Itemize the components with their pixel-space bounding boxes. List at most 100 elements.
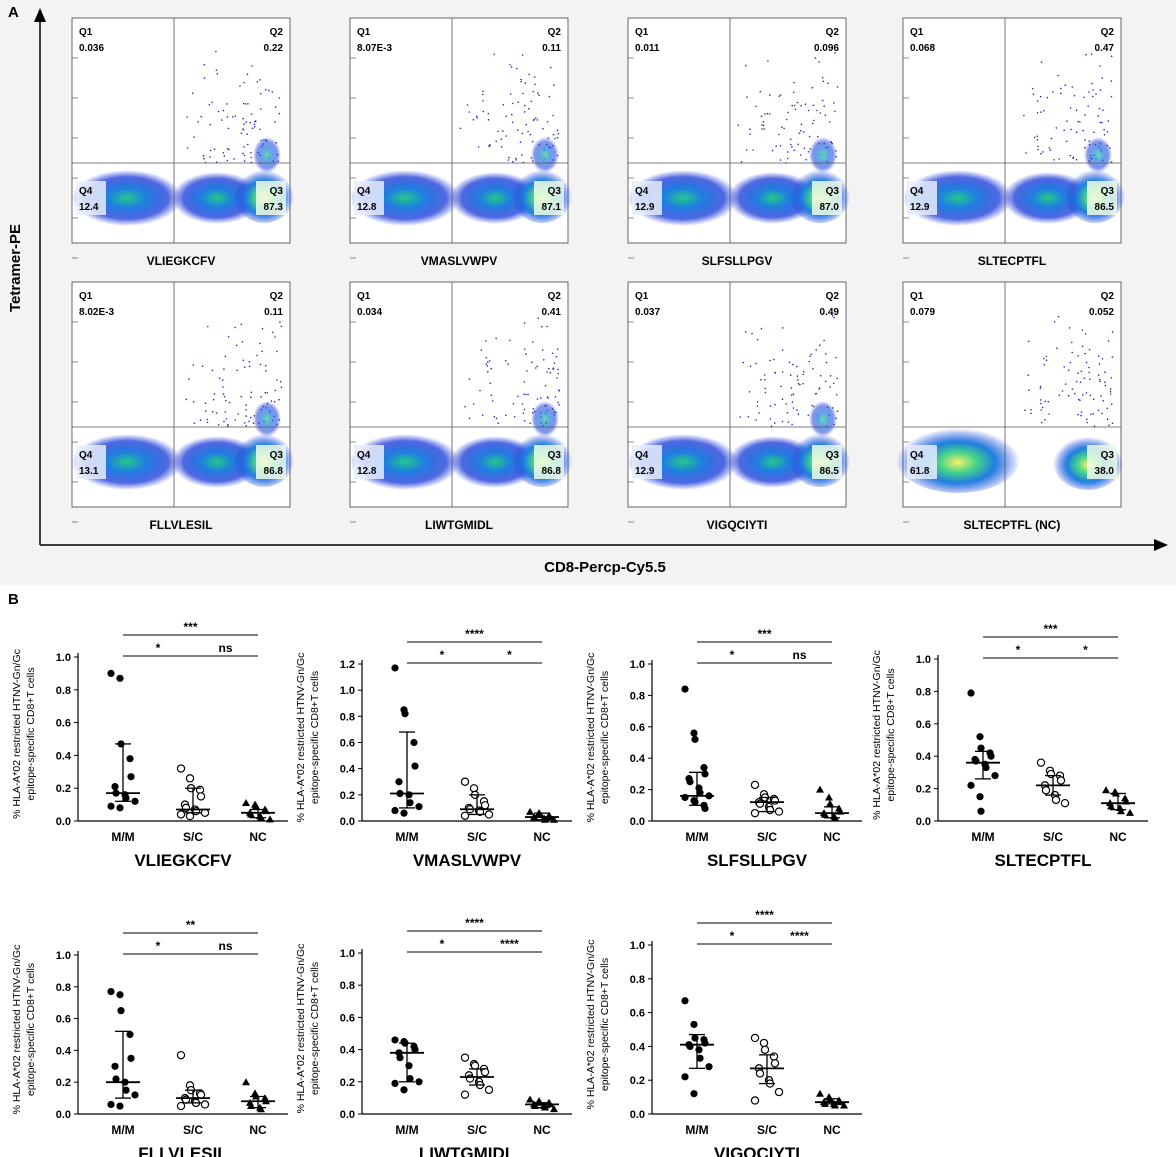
data-point xyxy=(750,808,760,818)
dot-chart: % HLA-A*02 restricted HTNV-Gn/Gc epitope-… xyxy=(585,627,862,870)
event-dot xyxy=(1053,321,1056,323)
data-point xyxy=(200,1100,210,1109)
q3-label-box xyxy=(534,181,564,215)
data-point xyxy=(126,755,134,763)
event-dot xyxy=(500,146,503,148)
event-dot xyxy=(1101,121,1103,124)
y-axis-label: % HLA-A*02 restricted HTNV-Gn/Gc xyxy=(871,650,883,820)
significance-label: **** xyxy=(790,929,809,943)
event-dot xyxy=(260,396,262,398)
event-dot xyxy=(1071,86,1074,88)
event-dot xyxy=(781,420,784,423)
event-dot xyxy=(1110,55,1113,58)
event-dot xyxy=(739,416,742,418)
event-dot xyxy=(1048,413,1050,415)
event-dot xyxy=(250,156,252,159)
event-dot xyxy=(1080,370,1083,373)
event-dot xyxy=(193,136,195,138)
q2-value: 0.11 xyxy=(264,307,283,318)
data-point xyxy=(987,752,995,760)
event-dot xyxy=(793,104,796,107)
event-dot xyxy=(799,383,801,386)
data-point xyxy=(755,1069,765,1078)
event-dot xyxy=(1023,114,1025,117)
q3-value: 87.0 xyxy=(820,202,840,213)
event-dot xyxy=(1099,121,1102,124)
event-dot xyxy=(835,356,837,359)
event-dot xyxy=(246,73,249,75)
category-label: S/C xyxy=(183,1123,203,1137)
event-dot xyxy=(1069,361,1072,364)
q1-value: 8.02E-3 xyxy=(79,307,114,318)
event-dot xyxy=(1110,161,1113,163)
y-tick-label: 0.0 xyxy=(56,816,71,828)
event-dot xyxy=(253,126,256,128)
event-dot xyxy=(558,404,560,406)
data-point xyxy=(391,1036,399,1044)
event-dot xyxy=(211,101,213,104)
data-point xyxy=(116,674,124,682)
y-axis-label: % HLA-A*02 restricted HTNV-Gn/Gc xyxy=(11,945,23,1115)
chart-title: SLTECPTFL xyxy=(995,851,1092,870)
event-dot xyxy=(507,363,509,365)
q1-value: 0.079 xyxy=(910,307,935,318)
data-point xyxy=(465,1074,475,1083)
event-dot xyxy=(1098,107,1101,110)
event-dot xyxy=(186,147,189,149)
event-dot xyxy=(793,149,796,152)
data-point xyxy=(760,1045,770,1054)
data-point xyxy=(406,799,414,807)
event-dot xyxy=(773,358,775,361)
event-dot xyxy=(1072,157,1074,160)
event-dot xyxy=(1037,148,1039,151)
tetramer-positive-tail xyxy=(809,137,837,173)
event-dot xyxy=(1097,374,1100,376)
event-dot xyxy=(227,336,230,338)
event-dot xyxy=(259,79,261,81)
y-tick-label: 0.8 xyxy=(630,690,645,702)
flow-plot-title: FLLVLESIL xyxy=(149,518,212,532)
event-dot xyxy=(243,154,246,157)
q2-label: Q2 xyxy=(548,291,562,302)
tetramer-positive-tail xyxy=(253,137,281,173)
event-dot xyxy=(778,133,780,136)
event-dot xyxy=(223,368,225,370)
event-dot xyxy=(521,154,523,156)
event-dot xyxy=(247,143,249,146)
data-point xyxy=(415,803,423,811)
data-point xyxy=(460,1090,470,1099)
event-dot xyxy=(1039,95,1042,98)
event-dot xyxy=(546,371,548,373)
event-dot xyxy=(749,133,751,136)
event-dot xyxy=(491,400,494,402)
event-dot xyxy=(274,106,277,108)
event-dot xyxy=(821,76,824,79)
category-label: S/C xyxy=(183,830,203,844)
flow-plot-title: SLTECPTFL xyxy=(978,254,1046,268)
data-point xyxy=(116,991,124,999)
data-point xyxy=(1126,808,1134,816)
event-dot xyxy=(825,361,828,364)
event-dot xyxy=(1074,392,1076,395)
event-dot xyxy=(829,375,832,377)
event-dot xyxy=(227,423,229,426)
event-dot xyxy=(1058,158,1060,160)
flow-plot-title: SLTECPTFL (NC) xyxy=(964,518,1061,532)
event-dot xyxy=(836,86,839,88)
event-dot xyxy=(259,342,261,345)
event-dot xyxy=(811,404,813,407)
y-tick-label: 1.0 xyxy=(340,948,355,960)
event-dot xyxy=(1095,93,1097,95)
event-dot xyxy=(261,350,263,353)
event-dot xyxy=(1077,355,1079,357)
flow-plot: Q1 0.037 Q2 0.49 Q4 12.9 Q3 86.5 VIGQCIYTI xyxy=(627,281,850,532)
y-tick-label: 0.6 xyxy=(56,718,71,730)
event-dot xyxy=(274,389,277,392)
event-dot xyxy=(556,348,559,351)
data-point xyxy=(126,1030,134,1039)
event-dot xyxy=(787,421,790,423)
event-dot xyxy=(1077,372,1079,375)
flow-plot-title: VMASLVWPV xyxy=(421,254,497,268)
event-dot xyxy=(781,398,784,401)
event-dot xyxy=(550,66,552,69)
